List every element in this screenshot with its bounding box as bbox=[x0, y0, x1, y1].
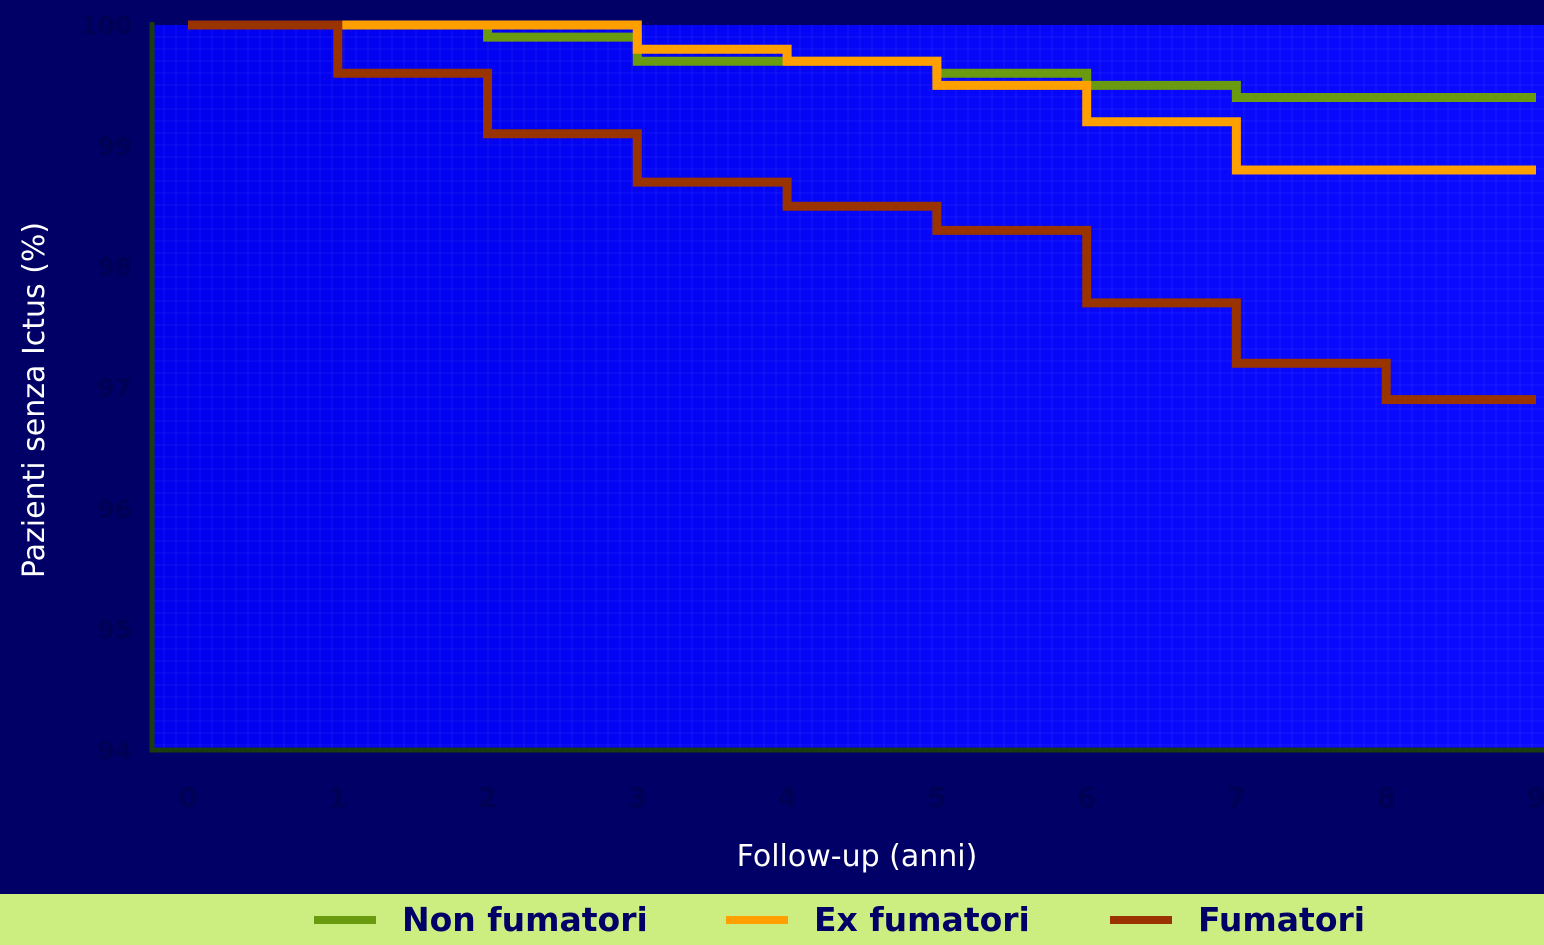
legend-label-ex-fumatori: Ex fumatori bbox=[814, 900, 1030, 939]
legend-item-non-fumatori: Non fumatori bbox=[314, 894, 648, 945]
y-tick-label: 97 bbox=[97, 374, 132, 403]
x-tick-label: 4 bbox=[777, 781, 796, 814]
y-tick-label: 99 bbox=[97, 132, 132, 161]
x-axis-title: Follow-up (anni) bbox=[737, 839, 978, 874]
x-tick-label: 5 bbox=[927, 781, 946, 814]
legend-swatch-fumatori bbox=[1110, 915, 1172, 924]
legend-label-fumatori: Fumatori bbox=[1198, 900, 1366, 939]
y-tick-label: 94 bbox=[97, 736, 132, 765]
legend-item-ex-fumatori: Ex fumatori bbox=[726, 894, 1030, 945]
x-tick-label: 0 bbox=[178, 781, 197, 814]
legend-swatch-ex-fumatori bbox=[726, 915, 788, 924]
x-tick-labels: 0 1 2 3 4 5 6 7 8 9 bbox=[178, 781, 1544, 814]
series-line-ex-fumatori bbox=[188, 20, 1536, 175]
y-tick-label: 100 bbox=[80, 11, 132, 40]
series-layer bbox=[188, 20, 1536, 405]
x-tick-label: 1 bbox=[328, 781, 347, 814]
y-tick-label: 96 bbox=[97, 494, 132, 523]
legend-label-non-fumatori: Non fumatori bbox=[402, 900, 648, 939]
legend: Non fumatori Ex fumatori Fumatori bbox=[0, 894, 1544, 945]
grid bbox=[152, 25, 1544, 750]
x-tick-label: 9 bbox=[1526, 781, 1544, 814]
legend-swatch-non-fumatori bbox=[314, 915, 376, 924]
survival-chart: 94 95 96 97 98 99 100 0 1 2 3 4 5 6 7 8 9 Pazienti senz… bbox=[17, 11, 1544, 874]
x-tick-label: 7 bbox=[1227, 781, 1246, 814]
y-axis-title: Pazienti senza Ictus (%) bbox=[17, 222, 52, 578]
series-line-fumatori bbox=[188, 20, 1536, 405]
x-tick-label: 3 bbox=[628, 781, 647, 814]
plot-area bbox=[152, 25, 1544, 750]
x-tick-label: 6 bbox=[1077, 781, 1096, 814]
x-tick-label: 2 bbox=[478, 781, 497, 814]
legend-item-fumatori: Fumatori bbox=[1110, 894, 1365, 945]
y-tick-label: 98 bbox=[97, 253, 132, 282]
x-tick-label: 8 bbox=[1376, 781, 1395, 814]
y-tick-labels: 94 95 96 97 98 99 100 bbox=[80, 11, 132, 765]
y-tick-label: 95 bbox=[97, 615, 132, 644]
